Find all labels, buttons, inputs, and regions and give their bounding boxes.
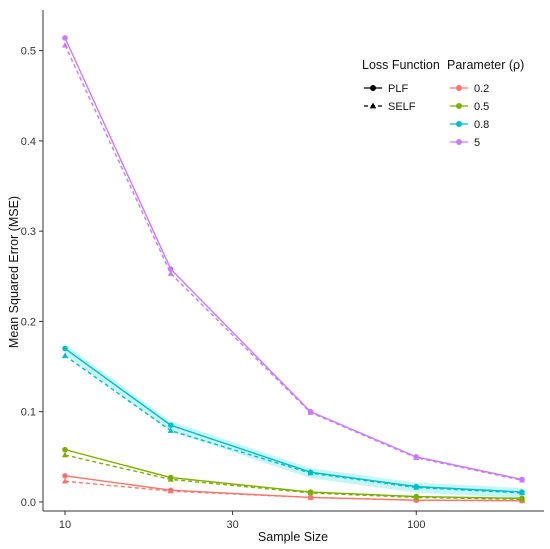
y-tick-label: 0.3: [21, 226, 36, 238]
data-point-circle: [62, 472, 68, 479]
y-tick-label: 0.2: [21, 316, 36, 328]
y-tick-label: 0.5: [21, 46, 36, 58]
series-rho-0-8-self: [61, 352, 526, 496]
y-tick-label: 0.4: [21, 136, 36, 148]
legend-marker-circle: [370, 85, 376, 91]
legend-item-plf: PLF: [364, 83, 408, 95]
data-point-triangle: [518, 489, 526, 496]
series-line: [64, 44, 523, 481]
y-tick-label: 0.1: [21, 407, 36, 419]
x-axis-title: Sample Size: [258, 530, 328, 544]
data-point-triangle: [413, 484, 420, 490]
data-point-triangle: [413, 454, 420, 460]
data-point-circle: [167, 422, 174, 429]
plot-area: [61, 35, 526, 504]
legend-item-rho-0-8: 0.8: [450, 119, 489, 131]
data-point-triangle: [518, 477, 526, 483]
x-tick-label: 30: [226, 519, 238, 531]
legend-label: 0.2: [474, 83, 489, 95]
legend-marker-circle: [456, 103, 462, 109]
data-point-triangle: [167, 427, 174, 433]
series-rho-5-plf: [62, 35, 525, 483]
legend-label: 5: [474, 137, 480, 149]
legend-loss-title: Loss Function: [362, 58, 440, 72]
legend-item-rho-0-5: 0.5: [450, 101, 489, 113]
series-rho-0-8-plf: [62, 345, 525, 495]
legend-label: 0.5: [474, 101, 489, 113]
data-point-triangle: [307, 409, 314, 415]
data-point-triangle: [307, 469, 314, 476]
x-tick-label: 10: [59, 519, 71, 531]
data-point-circle: [62, 35, 68, 41]
legend-item-self: SELF: [364, 101, 416, 113]
data-point-triangle: [61, 352, 69, 358]
data-point-triangle: [167, 270, 174, 276]
data-point-triangle: [61, 478, 69, 484]
data-point-triangle: [307, 494, 314, 500]
data-point-triangle: [61, 451, 69, 458]
data-point-circle: [62, 446, 68, 453]
legend-loss-function: Loss Function PLF SELF: [362, 58, 440, 113]
x-axis-ticks: 10 30 100: [59, 511, 425, 531]
legend-marker-circle: [456, 85, 462, 91]
data-point-triangle: [167, 476, 174, 482]
legend-parameter: Parameter (ρ) 0.2 0.5 0.8 5: [447, 58, 524, 149]
y-axis-ticks: 0.0 0.1 0.2 0.3 0.4 0.5: [21, 46, 43, 509]
data-point-triangle: [413, 494, 420, 500]
legend-label: PLF: [388, 83, 408, 95]
series-rho-0-5-self: [61, 451, 526, 502]
legend-marker-triangle: [369, 102, 377, 109]
legend-param-title: Parameter (ρ): [447, 58, 524, 72]
data-point-triangle: [61, 42, 69, 48]
legend-marker-circle: [456, 139, 462, 145]
legend-item-rho-0-2: 0.2: [450, 83, 489, 95]
ribbon-rho-0-8: [65, 344, 522, 499]
data-point-triangle: [167, 487, 174, 494]
legend-marker-circle: [456, 121, 462, 127]
legend-label: SELF: [388, 101, 416, 113]
legend-item-rho-5: 5: [450, 137, 480, 149]
y-tick-label: 0.0: [21, 497, 36, 509]
data-point-circle: [62, 345, 68, 352]
y-axis-title: Mean Squared Error (MSE): [7, 196, 21, 348]
series-rho-5-self: [61, 42, 526, 483]
data-point-triangle: [307, 489, 314, 496]
series-line: [64, 37, 523, 481]
legend-label: 0.8: [474, 119, 489, 131]
data-point-triangle: [518, 496, 526, 502]
x-tick-label: 100: [407, 519, 425, 531]
